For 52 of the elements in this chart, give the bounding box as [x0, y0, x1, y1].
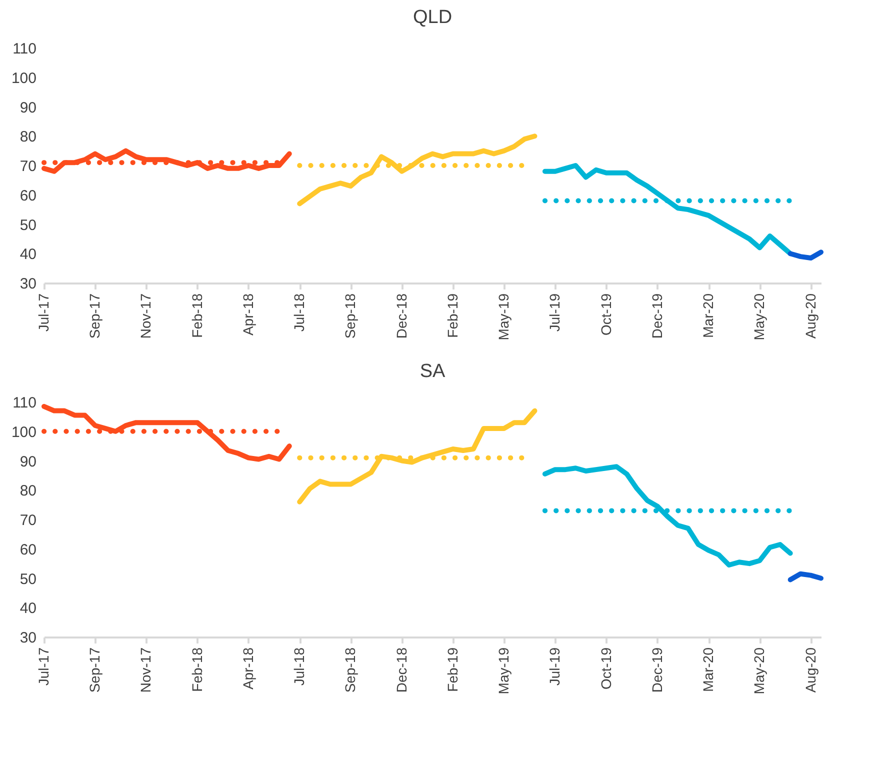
x-tick-label: Feb-18 — [188, 293, 205, 338]
x-tick-label: Dec-19 — [648, 647, 665, 693]
y-tick-label: 80 — [20, 482, 36, 500]
x-tick-label: Jul-17 — [36, 293, 52, 332]
x-tick-label: Mar-20 — [700, 647, 716, 692]
x-tick-label: Feb-18 — [188, 647, 205, 692]
x-tick-label: May-20 — [751, 293, 768, 340]
x-tick-label: May-20 — [751, 647, 768, 694]
y-tick-label: 50 — [20, 570, 36, 588]
y-tick-label: 60 — [20, 541, 36, 558]
chart-title: SA — [420, 361, 446, 382]
x-tick-label: Oct-19 — [598, 647, 614, 690]
x-tick-label: Sep-18 — [342, 293, 358, 339]
x-tick-label: Jul-19 — [546, 293, 563, 332]
x-tick-label: Aug-20 — [802, 647, 818, 693]
x-tick-label: Jul-18 — [291, 293, 308, 332]
x-tick-label: Mar-20 — [700, 293, 716, 338]
y-tick-label: 90 — [20, 99, 36, 116]
x-tick-label: Sep-18 — [342, 647, 358, 693]
x-tick-label: Nov-17 — [138, 293, 154, 339]
y-tick-label: 100 — [11, 424, 36, 441]
chart-title: QLD — [412, 7, 452, 28]
y-tick-label: 100 — [11, 70, 36, 87]
y-tick-label: 40 — [20, 246, 36, 264]
x-tick-label: Aug-20 — [802, 293, 818, 339]
x-tick-label: Jul-18 — [291, 647, 308, 686]
x-tick-label: Jul-19 — [546, 647, 563, 686]
y-tick-label: 70 — [20, 158, 36, 175]
y-tick-label: 110 — [12, 40, 36, 58]
y-tick-label: 50 — [20, 216, 36, 234]
y-tick-label: 60 — [20, 187, 36, 204]
y-tick-label: 40 — [20, 600, 36, 618]
x-tick-label: Sep-17 — [86, 647, 103, 693]
x-tick-label: May-19 — [496, 293, 512, 340]
x-tick-label: Oct-19 — [598, 293, 614, 336]
x-tick-label: Jul-17 — [36, 647, 52, 686]
x-tick-label: Apr-18 — [240, 647, 256, 690]
x-tick-label: Dec-19 — [648, 293, 665, 339]
x-tick-label: Dec-18 — [393, 293, 410, 339]
x-tick-label: Dec-18 — [393, 647, 410, 693]
y-tick-label: 70 — [20, 512, 36, 529]
x-tick-label: Sep-17 — [86, 293, 103, 339]
y-tick-label: 80 — [20, 128, 36, 146]
x-tick-label: Feb-19 — [444, 293, 460, 338]
x-tick-label: Apr-18 — [240, 293, 256, 336]
y-tick-label: 110 — [12, 394, 36, 412]
y-tick-label: 90 — [20, 453, 36, 470]
y-tick-label: 30 — [20, 276, 36, 292]
x-tick-label: Feb-19 — [444, 647, 460, 692]
x-tick-label: Nov-17 — [138, 647, 154, 693]
x-tick-label: May-19 — [496, 647, 512, 694]
y-tick-label: 30 — [20, 630, 36, 646]
